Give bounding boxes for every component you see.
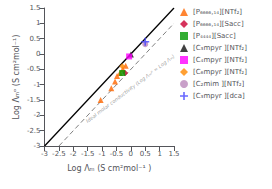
- svg-text:1: 1: [157, 150, 161, 158]
- svg-text:0: 0: [129, 150, 133, 158]
- svg-text:1.5: 1.5: [29, 4, 40, 12]
- svg-text:1: 1: [36, 19, 40, 27]
- svg-text:[P₄₄₄₄][Sacc]: [P₄₄₄₄][Sacc]: [193, 32, 236, 40]
- svg-text:-3: -3: [41, 150, 48, 158]
- svg-text:-2: -2: [34, 111, 41, 119]
- svg-text:-1: -1: [34, 81, 41, 89]
- svg-text:-2.5: -2.5: [27, 127, 41, 135]
- svg-text:[P₆₆₆₆,₁₄][Sacc]: [P₆₆₆₆,₁₄][Sacc]: [193, 20, 244, 28]
- svg-text:Log Λₘᵒ (S cm²mol⁻¹): Log Λₘᵒ (S cm²mol⁻¹): [12, 35, 21, 120]
- svg-text:Log Λₘ (S cm²mol⁻¹ ): Log Λₘ (S cm²mol⁻¹ ): [67, 164, 151, 173]
- svg-text:[C₄mpyr ][NTf₂]: [C₄mpyr ][NTf₂]: [193, 56, 247, 64]
- svg-text:[C₆mpyr ][NTf₂]: [C₆mpyr ][NTf₂]: [193, 68, 247, 76]
- svg-text:-1.5: -1.5: [27, 96, 41, 104]
- svg-text:-2: -2: [70, 150, 77, 158]
- svg-text:-0.5: -0.5: [110, 150, 124, 158]
- svg-text:0.5: 0.5: [140, 150, 151, 158]
- svg-text:1.5: 1.5: [168, 150, 179, 158]
- svg-text:0.5: 0.5: [29, 35, 40, 43]
- svg-text:[P₆₆₆₆,₁₄][NTf₂]: [P₆₆₆₆,₁₄][NTf₂]: [193, 8, 242, 16]
- svg-text:[C₃mpyr ][NTf₂]: [C₃mpyr ][NTf₂]: [193, 44, 247, 52]
- svg-text:-1: -1: [99, 150, 106, 158]
- svg-text:0: 0: [36, 50, 40, 58]
- svg-text:[C₃mpyr ][dca]: [C₃mpyr ][dca]: [193, 92, 245, 100]
- svg-text:-1.5: -1.5: [81, 150, 95, 158]
- svg-text:-0.5: -0.5: [27, 65, 41, 73]
- svg-text:[C₂mim ][NTf₂]: [C₂mim ][NTf₂]: [193, 80, 244, 88]
- svg-text:Ideal molar conductivity (Log: Ideal molar conductivity (Log Λₘᵒ = Log …: [84, 53, 176, 125]
- svg-text:-2.5: -2.5: [52, 150, 66, 158]
- svg-text:-3: -3: [34, 142, 41, 150]
